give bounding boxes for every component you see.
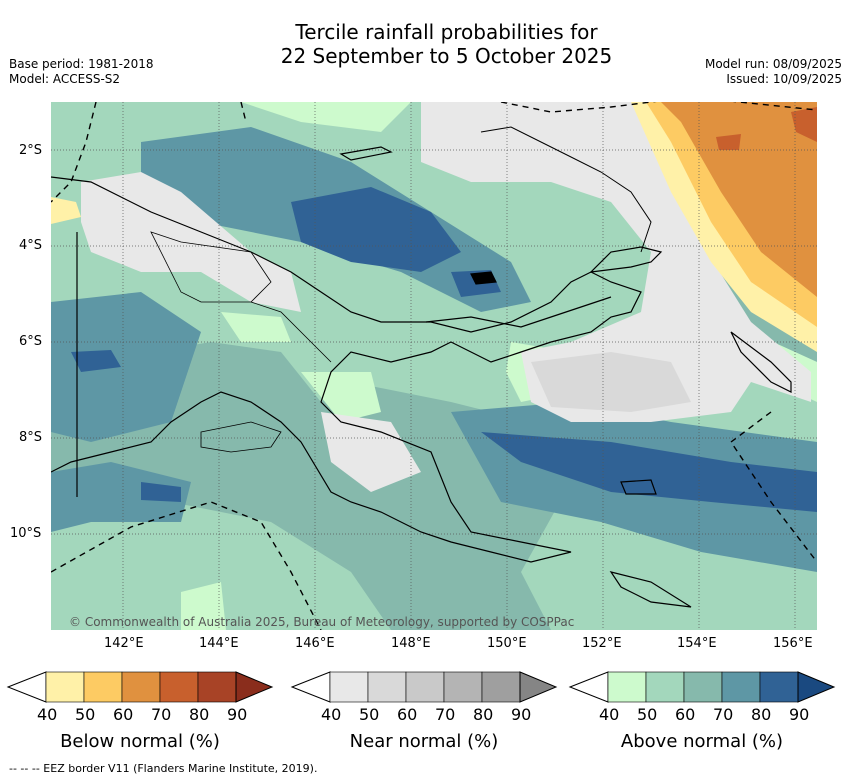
cb-below-tick-90: 90 (227, 705, 248, 724)
lon-label-154e: 154°E (677, 636, 717, 651)
cb-below-tick-80: 80 (189, 705, 210, 724)
cb-above-60 (683, 671, 723, 703)
colorbar-near-normal (290, 671, 558, 703)
colorbar-near-label: Near normal (%) (349, 731, 499, 752)
cb-below-60 (121, 671, 161, 703)
cb-below-80 (197, 671, 237, 703)
cb-near-tick-70: 70 (435, 705, 456, 724)
above-70-west (51, 292, 201, 442)
lat-label-8s: 8°S (19, 430, 43, 445)
lon-label-144e: 144°E (199, 636, 239, 651)
lat-label-6s: 6°S (19, 334, 43, 349)
eez-footnote: -- -- -- EEZ border V11 (Flanders Marine… (9, 762, 318, 775)
cb-near-80 (481, 671, 521, 703)
cb-near-60 (405, 671, 445, 703)
meta-right: Model run: 08/09/2025 Issued: 10/09/2025 (705, 57, 842, 87)
above-80-southeast (481, 432, 817, 512)
cb-near-tick-80: 80 (473, 705, 494, 724)
lon-label-146e: 146°E (295, 636, 335, 651)
below-40-west (51, 197, 81, 224)
coastlines (51, 126, 792, 608)
cb-above-tick-70: 70 (713, 705, 734, 724)
cb-below-max-tri (235, 671, 274, 703)
cb-above-50 (645, 671, 685, 703)
title-line-2: 22 September to 5 October 2025 (280, 44, 613, 68)
below-70-region (716, 107, 817, 150)
model-run: Model run: 08/09/2025 (704, 57, 842, 71)
cb-above-80 (759, 671, 799, 703)
lon-label-148e: 148°E (391, 636, 431, 651)
colorbar-above-normal (568, 671, 836, 703)
cb-below-50 (83, 671, 123, 703)
lat-label-10s: 10°S (10, 526, 42, 541)
lat-label-4s: 4°S (19, 238, 43, 253)
map-title: Tercile rainfall probabilities for 22 Se… (0, 20, 850, 68)
issued-date: Issued: 10/09/2025 (726, 72, 842, 86)
colorbar-above-label: Above normal (%) (620, 731, 784, 752)
cb-above-40 (607, 671, 647, 703)
copyright-text: © Commonwealth of Australia 2025, Bureau… (69, 615, 574, 629)
cb-near-tick-40: 40 (321, 705, 342, 724)
cb-above-tick-40: 40 (599, 705, 620, 724)
cb-near-70 (443, 671, 483, 703)
near-normal-west (81, 172, 421, 492)
meta-left: Base period: 1981-2018 Model: ACCESS-S2 (9, 57, 154, 87)
cb-below-tick-70: 70 (151, 705, 172, 724)
above-80-west (71, 350, 181, 502)
cb-near-50 (367, 671, 407, 703)
lat-label-2s: 2°S (19, 143, 43, 158)
above-70-southwest (51, 462, 191, 532)
cb-above-tick-50: 50 (637, 705, 658, 724)
near-normal-east-inner (531, 352, 691, 412)
model-name: Model: ACCESS-S2 (9, 72, 121, 86)
lon-label-150e: 150°E (487, 636, 527, 651)
base-period: Base period: 1981-2018 (9, 57, 154, 71)
near-normal-east (421, 102, 811, 422)
cb-above-max-tri (797, 671, 836, 703)
cb-above-min-tri (568, 671, 609, 703)
cb-below-tick-50: 50 (75, 705, 96, 724)
cb-below-tick-40: 40 (37, 705, 58, 724)
cb-above-tick-90: 90 (789, 705, 810, 724)
cb-near-tick-90: 90 (511, 705, 532, 724)
above-80-north (291, 187, 461, 272)
lon-label-142e: 142°E (104, 636, 144, 651)
eez-borders (51, 102, 817, 630)
cb-near-tick-50: 50 (359, 705, 380, 724)
cb-below-40 (45, 671, 85, 703)
cb-below-min-tri (6, 671, 47, 703)
colorbar-below-label: Below normal (%) (60, 731, 220, 752)
cb-near-tick-60: 60 (397, 705, 418, 724)
cb-near-min-tri (290, 671, 331, 703)
lon-label-152e: 152°E (582, 636, 622, 651)
cb-below-70 (159, 671, 199, 703)
cb-near-max-tri (519, 671, 558, 703)
colorbar-below-normal (6, 671, 274, 703)
cb-near-40 (329, 671, 369, 703)
cb-below-tick-60: 60 (113, 705, 134, 724)
probability-map: © Commonwealth of Australia 2025, Bureau… (51, 102, 817, 630)
cb-above-tick-80: 80 (751, 705, 772, 724)
graticule (51, 102, 817, 630)
cb-above-70 (721, 671, 761, 703)
lon-label-156e: 156°E (773, 636, 813, 651)
below-60-region (661, 102, 817, 297)
title-line-1: Tercile rainfall probabilities for (295, 20, 598, 44)
cb-above-tick-60: 60 (675, 705, 696, 724)
